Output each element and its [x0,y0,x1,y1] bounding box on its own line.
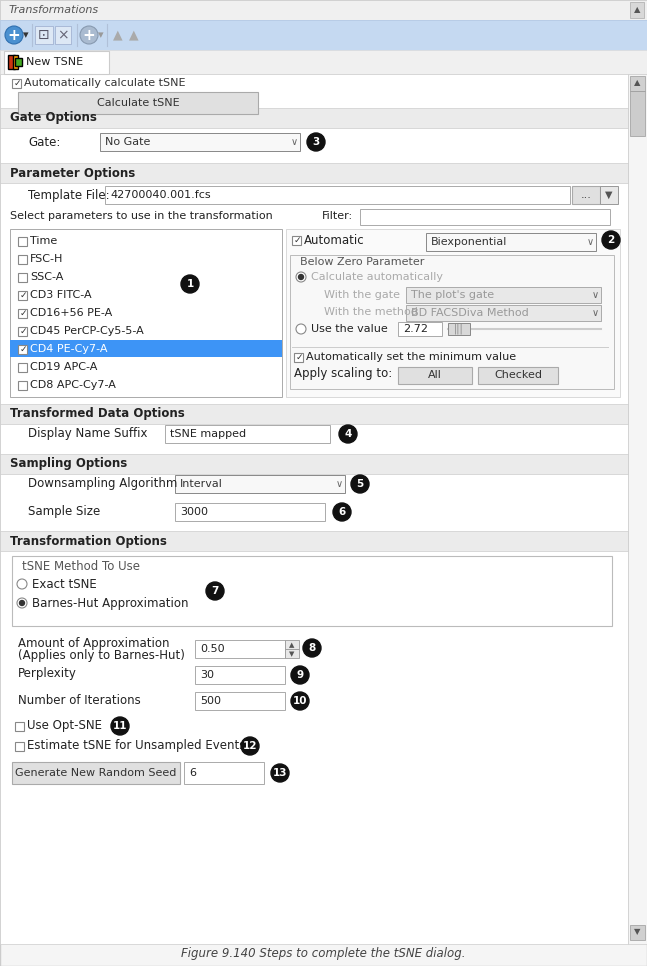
Text: Automatically set the minimum value: Automatically set the minimum value [306,352,516,362]
FancyBboxPatch shape [100,133,300,151]
Text: Transformations: Transformations [9,5,99,15]
Text: CD45 PerCP-Cy5-5-A: CD45 PerCP-Cy5-5-A [30,326,144,336]
Circle shape [111,717,129,735]
Circle shape [351,475,369,493]
Text: Exact tSNE: Exact tSNE [32,578,97,590]
Text: 3000: 3000 [180,507,208,517]
Text: 2.72: 2.72 [403,324,428,334]
Circle shape [303,639,321,657]
Text: 3: 3 [313,137,320,147]
Text: 12: 12 [243,741,258,751]
Text: ✓: ✓ [14,78,21,88]
FancyBboxPatch shape [8,55,22,69]
FancyBboxPatch shape [0,74,628,944]
Text: tSNE mapped: tSNE mapped [170,429,246,439]
Text: Transformation Options: Transformation Options [10,534,167,548]
Circle shape [181,275,199,293]
FancyBboxPatch shape [4,51,109,74]
Text: FSC-H: FSC-H [30,254,63,264]
FancyBboxPatch shape [175,475,345,493]
Circle shape [206,582,224,600]
Text: 9: 9 [296,670,303,680]
Text: ✓: ✓ [296,353,303,361]
FancyBboxPatch shape [630,925,645,940]
Circle shape [296,272,306,282]
Text: ▼: ▼ [289,651,294,657]
FancyBboxPatch shape [285,640,299,649]
Text: 7: 7 [212,586,219,596]
Circle shape [298,274,303,279]
FancyBboxPatch shape [18,308,27,318]
Text: With the method: With the method [324,307,418,317]
Text: 6: 6 [338,507,345,517]
Text: 1: 1 [186,279,193,289]
Text: ...: ... [580,190,591,200]
FancyBboxPatch shape [630,2,644,18]
FancyBboxPatch shape [0,0,647,20]
FancyBboxPatch shape [572,186,600,204]
Text: Gate Options: Gate Options [10,111,97,125]
Text: 500: 500 [200,696,221,706]
Text: 13: 13 [273,768,287,778]
Text: ▲: ▲ [129,29,139,42]
FancyBboxPatch shape [600,186,618,204]
Text: Use Opt-SNE: Use Opt-SNE [27,720,102,732]
FancyBboxPatch shape [18,381,27,389]
FancyBboxPatch shape [0,454,628,474]
Circle shape [19,601,25,606]
Text: CD3 FITC-A: CD3 FITC-A [30,290,92,300]
Text: ▲: ▲ [634,78,641,88]
Text: ▾: ▾ [23,30,29,40]
Text: All: All [428,371,442,381]
Text: ∨: ∨ [592,290,599,300]
Text: Parameter Options: Parameter Options [10,166,135,180]
Circle shape [17,579,27,589]
Text: SSC-A: SSC-A [30,272,63,282]
FancyBboxPatch shape [18,291,27,299]
Text: ✓: ✓ [19,345,27,354]
FancyBboxPatch shape [18,327,27,335]
Circle shape [602,231,620,249]
Text: CD8 APC-Cy7-A: CD8 APC-Cy7-A [30,380,116,390]
FancyBboxPatch shape [35,26,53,44]
FancyBboxPatch shape [12,78,21,88]
FancyBboxPatch shape [15,58,22,66]
Text: Gate:: Gate: [28,135,60,149]
FancyBboxPatch shape [406,287,601,303]
Circle shape [296,324,306,334]
Text: ▲: ▲ [634,6,641,14]
Text: The plot's gate: The plot's gate [411,290,494,300]
Text: Display Name Suffix: Display Name Suffix [28,428,148,440]
FancyBboxPatch shape [630,76,645,91]
Text: ×: × [57,28,69,42]
Circle shape [307,133,325,151]
Text: Number of Iterations: Number of Iterations [18,694,141,706]
Text: 6: 6 [189,768,196,778]
FancyBboxPatch shape [292,236,301,244]
Text: Estimate tSNE for Unsampled Events: Estimate tSNE for Unsampled Events [27,740,245,753]
Text: Biexponential: Biexponential [431,237,507,247]
FancyBboxPatch shape [175,503,325,521]
Text: |||: ||| [454,324,464,334]
Text: Time: Time [30,236,57,246]
Text: tSNE Method To Use: tSNE Method To Use [22,560,140,574]
FancyBboxPatch shape [105,186,570,204]
Text: With the gate: With the gate [324,290,400,300]
FancyBboxPatch shape [426,233,596,251]
FancyBboxPatch shape [18,362,27,372]
Text: CD4 PE-Cy7-A: CD4 PE-Cy7-A [30,344,107,354]
Text: Barnes-Hut Approximation: Barnes-Hut Approximation [32,596,188,610]
FancyBboxPatch shape [0,20,647,50]
Circle shape [17,598,27,608]
FancyBboxPatch shape [290,255,614,389]
Text: ∨: ∨ [336,479,343,489]
Circle shape [80,26,98,44]
Text: Transformed Data Options: Transformed Data Options [10,408,185,420]
FancyBboxPatch shape [448,323,470,335]
FancyBboxPatch shape [630,91,645,136]
Text: 10: 10 [292,696,307,706]
Text: ⊡: ⊡ [38,28,50,42]
FancyBboxPatch shape [0,50,647,74]
FancyBboxPatch shape [294,353,303,361]
